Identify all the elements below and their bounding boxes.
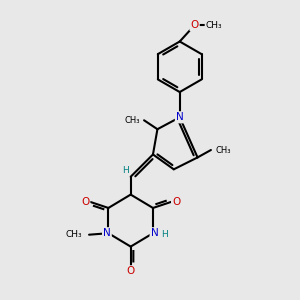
Text: CH₃: CH₃ [215,146,231,154]
Text: H: H [161,230,168,239]
Text: CH₃: CH₃ [124,116,140,125]
Text: O: O [172,197,180,207]
Text: N: N [103,228,111,238]
Text: N: N [176,112,184,122]
Text: CH₃: CH₃ [206,21,222,30]
Text: O: O [81,197,89,207]
Text: O: O [190,20,199,30]
Text: O: O [127,266,135,276]
Text: N: N [151,228,158,238]
Text: CH₃: CH₃ [66,230,82,239]
Text: H: H [122,166,129,175]
